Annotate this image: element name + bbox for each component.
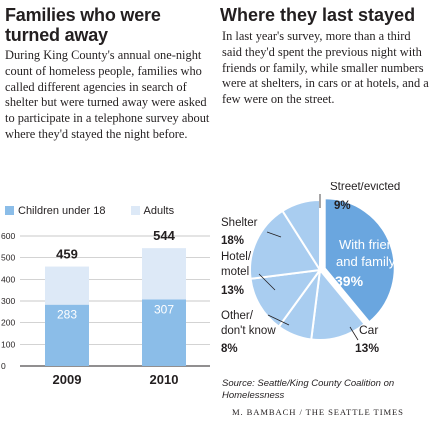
pie-value-label: 9% [334,200,351,212]
x-category-label: 2010 [150,372,179,387]
pie-label: Hotel/ [221,251,252,263]
bar-value-children: 283 [57,308,77,322]
pie-slice [310,267,367,341]
pie-leader-line [258,273,276,291]
credit-line: M. Bambach / The Seattle Times [232,407,404,417]
pie-label: Other/ [221,310,254,322]
y-tick-label: 400 [1,274,15,284]
bar-adults [45,266,89,305]
bar-adults [142,248,186,300]
right-description: In last year's survey, more than a third… [222,29,429,107]
pie-label: Street/evicted [330,182,400,193]
pie-slice [323,197,396,324]
pie-value-label: 18% [221,235,244,247]
pie-leader-line [266,231,282,238]
y-tick-label: 600 [1,231,15,241]
pie-label: motel [221,266,249,278]
pie-label: Car [359,323,378,337]
left-title: Families who were turned away [5,5,161,45]
pie-slice [249,268,323,329]
y-tick-label: 300 [1,296,15,306]
legend-swatch-children [5,206,14,215]
pie-label: don't know [221,325,276,337]
y-tick-label: 500 [1,253,15,263]
left-description: During King County's annual one-night co… [5,48,210,141]
pie-value-label: 13% [355,341,379,355]
bar-children [142,299,186,366]
pie-label: and family [336,254,396,269]
legend-label-adults: Adults [143,205,175,217]
bar-value-children: 307 [154,302,174,316]
legend-swatch-adults [130,206,140,215]
y-tick-label: 200 [1,318,15,328]
source-note: Source: Seattle/King County Coalition on… [222,378,395,401]
y-tick-label: 100 [1,339,15,349]
pie-value-label: 39% [335,273,364,289]
pie-slice [249,209,322,280]
pie-label: Shelter [221,217,258,229]
bar-total-label: 544 [153,228,175,243]
y-tick-label: 0 [1,361,6,371]
legend-label-children: Children under 18 [18,205,106,217]
pie-leader-line [349,326,359,341]
bar-legend: Children under 18 Adults [5,203,215,219]
legend-item-adults: Adults [130,203,175,219]
pie-value-label: 13% [221,285,244,297]
legend-item-children: Children under 18 [5,203,105,219]
pie-value-label: 8% [221,343,238,355]
pie-leader-line [267,314,290,326]
bar-chart: 0 100 200 300 400 500 600 283 459 2009 307 544 2010 [1,228,210,387]
right-title: Where they last stayed [220,5,416,25]
x-category-label: 2009 [53,372,82,387]
bar-total-label: 459 [56,247,78,262]
pie-label: With friends [339,237,408,252]
pie-chart: With friends and family 39% Car 13% Other/don… [221,182,408,355]
bar-children [45,304,89,366]
